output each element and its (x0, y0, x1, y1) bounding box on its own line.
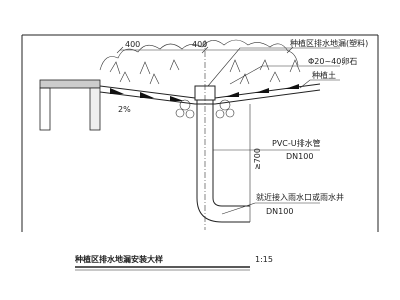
slope-label: 2% (118, 105, 131, 114)
drain (175, 40, 250, 230)
label: 种植区排水地漏(塑料) (290, 38, 368, 48)
label: 就近接入雨水口或雨水井 (256, 192, 344, 202)
label: DN100 (286, 152, 313, 161)
leaders: 种植区排水地漏(塑料) Φ20~40卵石 种植土 PVC-U排水管 DN100 … (207, 38, 368, 216)
scale: 1:15 (255, 255, 273, 264)
plants (99, 39, 301, 85)
title: 种植区排水地漏安装大样 (74, 254, 163, 264)
label: 种植土 (312, 70, 336, 80)
label: Φ20~40卵石 (308, 56, 357, 66)
label: DN100 (266, 207, 293, 216)
depth-label: ≥700 (253, 148, 262, 170)
dimension-label: 400 (125, 40, 140, 49)
label: PVC-U排水管 (272, 138, 321, 148)
frame (21, 34, 379, 232)
dimension-label: 400 (192, 40, 207, 49)
